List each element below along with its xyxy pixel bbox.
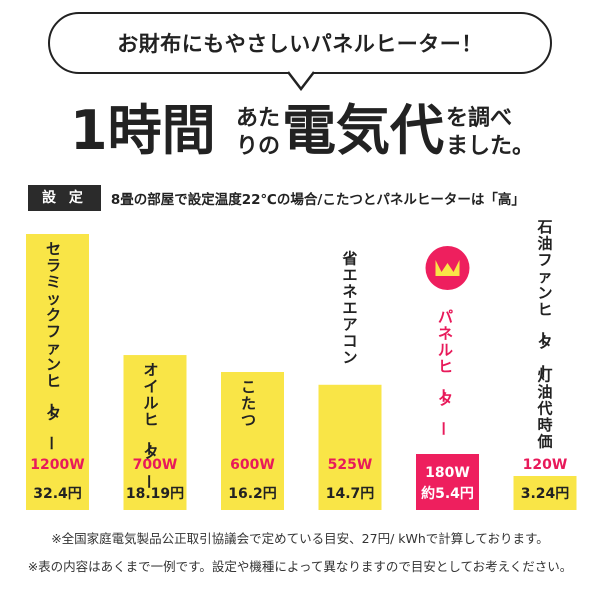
watt-label-0: 1200W — [30, 457, 84, 473]
bar-2 — [221, 372, 284, 510]
category-label-5: 石油ファンヒーター灯油代時価 — [533, 220, 552, 451]
headline-per-line2: りの — [236, 134, 281, 159]
bar-5 — [513, 476, 577, 510]
watt-label-1: 700W — [133, 457, 178, 473]
bar-4 — [416, 454, 479, 510]
header-speech-bubble: お財布にもやさしいパネルヒーター！ — [48, 12, 552, 74]
settings-row: 設 定 8畳の部屋で設定温度22℃の場合/こたつとパネルヒーターは「高」 — [28, 185, 525, 211]
bar-3 — [318, 384, 382, 510]
value-label-5: 3.24円 — [521, 486, 570, 502]
value-label-1: 18.19円 — [126, 486, 184, 502]
headline-electricity-cost: 電気代 — [282, 99, 444, 162]
category-label-3: 省エネエアコン — [341, 249, 357, 366]
headline-per-line1: あた — [236, 106, 281, 131]
value-label-0: 32.4円 — [33, 486, 82, 502]
value-label-2: 16.2円 — [228, 486, 277, 502]
headline-checked-line2: ました。 — [446, 134, 535, 159]
settings-badge: 設 定 — [28, 185, 101, 211]
headline: 1時間 あた りの 電気代 を調べ ました。 — [0, 96, 600, 176]
settings-description: 8畳の部屋で設定温度22℃の場合/こたつとパネルヒーターは「高」 — [110, 192, 525, 208]
category-label-2: こたつ — [241, 378, 256, 429]
footnote-calculation: ※全国家庭電気製品公正取引協議会で定めている目安、27円/ kWhで計算しており… — [51, 531, 549, 546]
category-label-1: オイルヒーター — [139, 361, 158, 489]
category-label-0: セラミックファンヒーター — [42, 240, 61, 451]
headline-one-hour: 1時間 — [70, 99, 216, 162]
footnote-disclaimer: ※表の内容はあくまで一例です。設定や機種によって異なりますので目安としてお考えく… — [27, 559, 573, 574]
bar-1 — [123, 355, 187, 510]
value-label-3: 14.7円 — [326, 486, 375, 502]
value-label-4: 約5.4円 — [421, 485, 474, 502]
watt-label-2: 600W — [230, 457, 275, 473]
header-bubble-text: お財布にもやさしいパネルヒーター！ — [117, 32, 483, 56]
category-label-4: パネルヒーター — [434, 308, 453, 436]
watt-label-3: 525W — [328, 457, 373, 473]
brand-crown-logo-icon — [435, 260, 460, 276]
headline-checked-line1: を調べ — [446, 106, 513, 131]
watt-label-5: 120W — [523, 457, 568, 473]
bar-0 — [26, 234, 89, 510]
watt-label-4: 180W — [425, 465, 470, 481]
